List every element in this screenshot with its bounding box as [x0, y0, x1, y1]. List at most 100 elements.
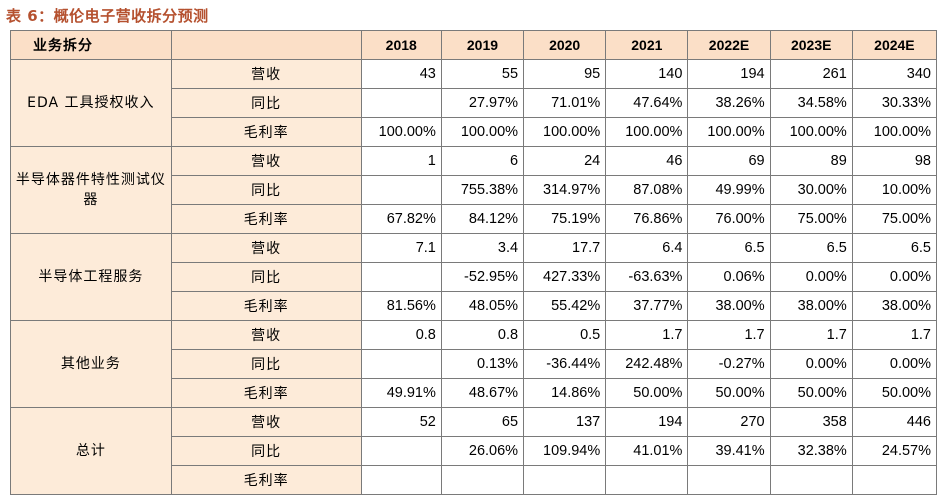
table-row: 半导体工程服务 营收 7.1 3.4 17.7 6.4 6.5 6.5 6.5: [10, 233, 937, 321]
business-segment-cell: 其他业务: [10, 320, 172, 408]
table-title: 表 6：概伦电子营收拆分预测: [6, 7, 209, 25]
value-cell: 0.8: [440, 320, 525, 350]
value-cell: 100.00%: [851, 117, 937, 147]
value-cell: 55.42%: [523, 291, 607, 321]
value-cell: 0.00%: [769, 349, 853, 379]
table-row: 毛利率 81.56% 48.05% 55.42% 37.77% 38.00% 38.00% 3…: [11, 291, 937, 321]
table-row: 同比 -52.95% 427.33% -63.63% 0.06% 0.00% 0.00%: [11, 262, 937, 292]
metric-label-cell: 毛利率: [170, 117, 362, 147]
header-year: 2019: [440, 30, 525, 60]
value-cell: 26.06%: [440, 436, 525, 466]
value-cell: 89: [769, 146, 853, 176]
value-cell: 1.7: [851, 320, 937, 350]
value-cell: 30.00%: [769, 175, 853, 205]
value-cell: 75.19%: [523, 204, 607, 234]
header-row: 业务拆分 2018 2019 2020 2021 2022E 2023E 202…: [10, 30, 937, 60]
metric-label-cell: 同比: [170, 88, 362, 118]
value-cell: 109.94%: [523, 436, 607, 466]
table-row: EDA 工具授权收入 营收 43 55 95 140 194 261 340: [10, 59, 937, 147]
value-cell: 48.67%: [440, 378, 525, 408]
value-cell: 52: [360, 407, 442, 437]
metric-label-cell: 同比: [170, 175, 362, 205]
metric-label-cell: 营收: [170, 146, 362, 176]
value-cell: [605, 465, 689, 495]
value-cell: 71.01%: [523, 88, 607, 118]
metric-label-cell: 同比: [170, 436, 362, 466]
value-cell: 27.97%: [440, 88, 525, 118]
value-cell: 32.38%: [769, 436, 853, 466]
value-cell: -63.63%: [605, 262, 689, 292]
value-cell: 6.5: [769, 233, 853, 263]
value-cell: 69: [687, 146, 771, 176]
business-segment-cell: 半导体器件特性测试仪器: [10, 146, 172, 234]
table-row: 总计 营收 52 65 137 194 270 358 446: [10, 407, 937, 495]
value-cell: 75.00%: [769, 204, 853, 234]
header-year: 2022E: [687, 30, 771, 60]
value-cell: 50.00%: [605, 378, 689, 408]
value-cell: 270: [687, 407, 771, 437]
value-cell: 0.8: [360, 320, 442, 350]
value-cell: 34.58%: [769, 88, 853, 118]
header-year: 2020: [523, 30, 607, 60]
value-cell: 48.05%: [440, 291, 525, 321]
value-cell: 17.7: [523, 233, 607, 263]
value-cell: 55: [440, 59, 525, 89]
value-cell: -36.44%: [523, 349, 607, 379]
value-cell: 0.00%: [851, 262, 937, 292]
metric-label-cell: 营收: [170, 59, 362, 89]
table-row: 同比 755.38% 314.97% 87.08% 49.99% 30.00% 10.00%: [11, 175, 937, 205]
value-cell: [687, 465, 771, 495]
value-cell: 100.00%: [605, 117, 689, 147]
value-cell: 137: [523, 407, 607, 437]
value-cell: 43: [360, 59, 442, 89]
value-cell: [360, 436, 442, 466]
metric-label-cell: 毛利率: [170, 291, 362, 321]
value-cell: 50.00%: [769, 378, 853, 408]
table-row: 半导体器件特性测试仪器 营收 1 6 24 46 69 89 98: [10, 146, 937, 234]
value-cell: 46: [605, 146, 689, 176]
value-cell: 194: [605, 407, 689, 437]
value-cell: [360, 349, 442, 379]
metric-label-cell: 营收: [170, 320, 362, 350]
value-cell: [360, 262, 442, 292]
value-cell: 47.64%: [605, 88, 689, 118]
value-cell: [360, 175, 442, 205]
value-cell: 10.00%: [851, 175, 937, 205]
value-cell: 95: [523, 59, 607, 89]
header-year: 2024E: [851, 30, 937, 60]
value-cell: 6: [440, 146, 525, 176]
value-cell: 100.00%: [523, 117, 607, 147]
value-cell: -52.95%: [440, 262, 525, 292]
value-cell: 76.86%: [605, 204, 689, 234]
value-cell: 49.99%: [687, 175, 771, 205]
value-cell: 1.7: [769, 320, 853, 350]
business-segment-cell: 半导体工程服务: [10, 233, 172, 321]
value-cell: 100.00%: [440, 117, 525, 147]
value-cell: 6.5: [851, 233, 937, 263]
metric-label-cell: 营收: [170, 407, 362, 437]
value-cell: 6.5: [687, 233, 771, 263]
value-cell: [523, 465, 607, 495]
value-cell: 100.00%: [360, 117, 442, 147]
value-cell: 242.48%: [605, 349, 689, 379]
value-cell: 50.00%: [851, 378, 937, 408]
value-cell: 76.00%: [687, 204, 771, 234]
value-cell: 38.00%: [851, 291, 937, 321]
value-cell: 3.4: [440, 233, 525, 263]
value-cell: 67.82%: [360, 204, 442, 234]
value-cell: 7.1: [360, 233, 442, 263]
value-cell: 755.38%: [440, 175, 525, 205]
value-cell: 0.00%: [851, 349, 937, 379]
metric-label-cell: 毛利率: [170, 465, 362, 495]
value-cell: 81.56%: [360, 291, 442, 321]
value-cell: 1: [360, 146, 442, 176]
header-year: 2021: [605, 30, 689, 60]
value-cell: 0.00%: [769, 262, 853, 292]
metric-label-cell: 同比: [170, 262, 362, 292]
business-segment-cell: 总计: [10, 407, 172, 495]
value-cell: 87.08%: [605, 175, 689, 205]
value-cell: 0.06%: [687, 262, 771, 292]
revenue-breakdown-table: 业务拆分 2018 2019 2020 2021 2022E 2023E 202…: [10, 30, 937, 495]
value-cell: 314.97%: [523, 175, 607, 205]
value-cell: 38.00%: [687, 291, 771, 321]
